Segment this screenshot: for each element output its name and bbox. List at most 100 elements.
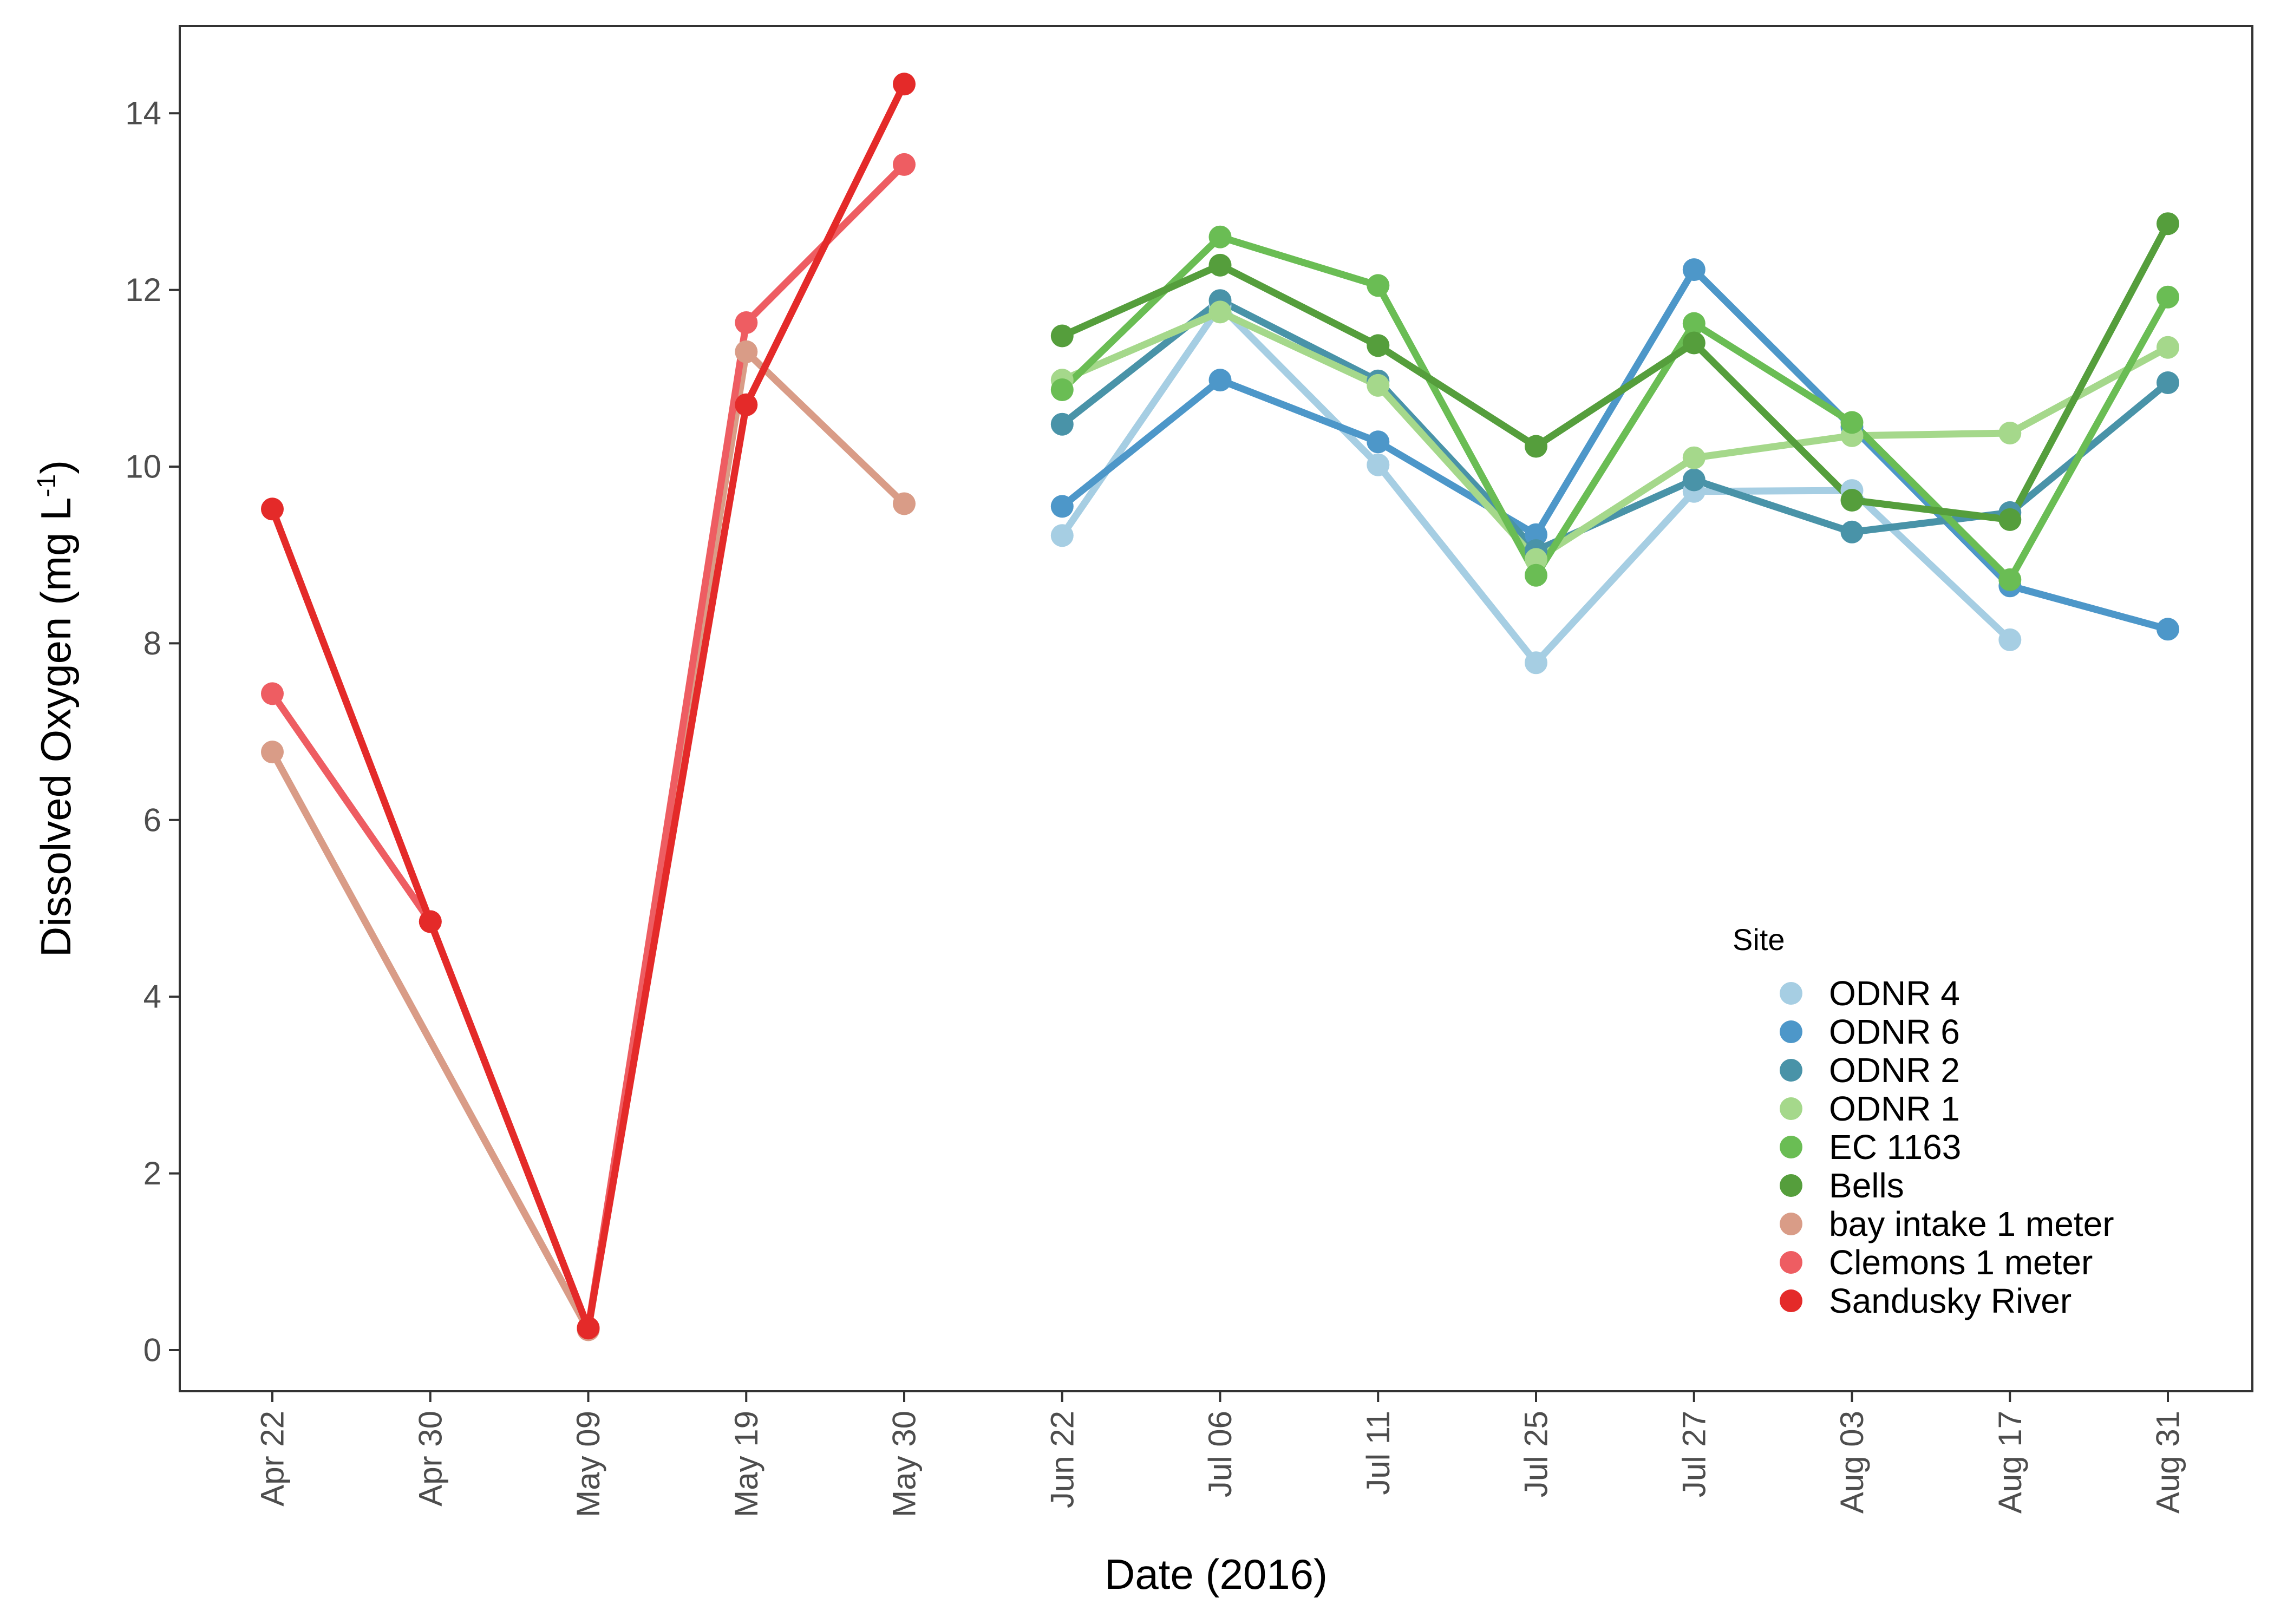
legend-label-bay-intake-1-meter: bay intake 1 meter — [1829, 1204, 2114, 1243]
point-sandusky-river-may-19 — [735, 393, 758, 416]
legend-label-sandusky-river: Sandusky River — [1829, 1281, 2072, 1320]
point-odnr-1-jul-25 — [1525, 548, 1547, 571]
legend-label-odnr-4: ODNR 4 — [1829, 974, 1960, 1013]
x-tick-label-aug-17: Aug 17 — [1992, 1411, 2028, 1514]
legend-key-bay-intake-1-meter — [1780, 1213, 1802, 1235]
point-bells-aug-17 — [1998, 508, 2022, 531]
point-odnr-2-jun-22 — [1050, 412, 1074, 436]
x-tick-label-jul-11: Jul 11 — [1360, 1411, 1396, 1495]
point-bells-jul-25 — [1525, 435, 1547, 458]
x-tick-label-apr-30: Apr 30 — [412, 1411, 448, 1507]
point-odnr-6-aug-31 — [2157, 618, 2179, 641]
x-tick-label-aug-03: Aug 03 — [1834, 1411, 1870, 1514]
point-bells-jul-06 — [1208, 253, 1232, 277]
legend-label-bells: Bells — [1829, 1166, 1904, 1205]
point-bay-intake-1-meter-may-19 — [735, 340, 758, 363]
point-sandusky-river-may-09 — [577, 1317, 600, 1340]
series-line-odnr-6 — [1058, 266, 2172, 633]
point-odnr-1-jul-11 — [1367, 374, 1390, 397]
point-bells-jul-11 — [1367, 334, 1390, 357]
legend-label-odnr-2: ODNR 2 — [1829, 1051, 1960, 1090]
legend-key-odnr-6 — [1780, 1020, 1802, 1043]
y-tick-label-8: 8 — [143, 625, 161, 662]
point-odnr-1-aug-17 — [1998, 422, 2022, 444]
point-odnr-6-jul-25 — [1525, 523, 1547, 546]
plot-panel-border — [179, 25, 2253, 1392]
legend-key-odnr-2 — [1780, 1059, 1802, 1082]
y-tick-label-14: 14 — [125, 95, 161, 132]
point-odnr-6-jun-22 — [1050, 495, 1074, 518]
point-odnr-1-jul-27 — [1682, 446, 1706, 469]
y-axis-title-superscript: -1 — [32, 474, 61, 497]
point-ec-1163-jul-11 — [1367, 274, 1390, 297]
legend-label-ec-1163: EC 1163 — [1829, 1128, 1961, 1167]
series-line-ec-1163 — [1058, 233, 2172, 584]
point-odnr-2-aug-31 — [2157, 371, 2179, 394]
point-bay-intake-1-meter-apr-22 — [261, 741, 284, 764]
point-bells-jun-22 — [1050, 324, 1074, 348]
point-odnr-4-jul-11 — [1367, 453, 1390, 476]
legend-key-ec-1163 — [1780, 1136, 1802, 1158]
point-bells-jul-27 — [1682, 331, 1706, 355]
point-clemons-1-meter-apr-22 — [261, 682, 284, 705]
y-tick-label-12: 12 — [125, 272, 161, 308]
point-odnr-1-jul-06 — [1208, 300, 1232, 324]
x-tick-label-may-19: May 19 — [728, 1411, 764, 1517]
y-axis-title-main: Dissolved Oxygen (mg L — [32, 497, 80, 958]
x-axis-ticks: Apr 22 Apr 30 May 09 May 19 May 30 Jun 22 Jul … — [254, 1391, 2186, 1517]
point-clemons-1-meter-may-30 — [893, 153, 916, 176]
point-ec-1163-jul-27 — [1682, 312, 1706, 335]
legend-title: Site — [1733, 922, 1785, 957]
legend-key-odnr-1 — [1780, 1097, 1802, 1120]
y-tick-label-6: 6 — [143, 802, 161, 838]
y-tick-label-10: 10 — [125, 449, 161, 485]
legend-key-clemons-1-meter — [1780, 1251, 1802, 1274]
point-sandusky-river-may-30 — [893, 73, 916, 96]
point-bells-aug-31 — [2157, 212, 2179, 235]
y-axis-title: Dissolved Oxygen (mg L-1) — [32, 460, 80, 957]
legend-key-odnr-4 — [1780, 982, 1802, 1005]
point-odnr-6-jul-11 — [1367, 430, 1390, 454]
x-tick-label-may-30: May 30 — [886, 1411, 923, 1517]
point-odnr-2-jul-27 — [1682, 468, 1706, 492]
point-ec-1163-aug-17 — [1998, 568, 2022, 591]
point-ec-1163-aug-31 — [2157, 285, 2179, 309]
legend-key-sandusky-river — [1780, 1289, 1802, 1312]
y-tick-label-0: 0 — [143, 1332, 161, 1368]
x-tick-label-jun-22: Jun 22 — [1044, 1411, 1080, 1508]
point-odnr-2-aug-03 — [1840, 520, 1864, 543]
point-sandusky-river-apr-22 — [261, 497, 284, 521]
x-tick-label-may-09: May 09 — [570, 1411, 606, 1517]
point-ec-1163-jul-06 — [1208, 225, 1232, 248]
x-tick-label-jul-27: Jul 27 — [1676, 1411, 1712, 1497]
x-tick-label-aug-31: Aug 31 — [2150, 1411, 2186, 1514]
x-tick-label-jul-25: Jul 25 — [1518, 1411, 1554, 1497]
point-odnr-1-aug-31 — [2157, 336, 2179, 359]
series-line-bells — [1058, 220, 2172, 523]
x-tick-label-apr-22: Apr 22 — [254, 1411, 291, 1507]
point-odnr-6-jul-27 — [1682, 258, 1706, 281]
x-tick-label-jul-06: Jul 06 — [1202, 1411, 1238, 1497]
point-ec-1163-aug-03 — [1840, 411, 1864, 434]
series-points — [261, 73, 2179, 1341]
point-ec-1163-jul-25 — [1525, 564, 1547, 587]
point-odnr-6-jul-06 — [1208, 369, 1232, 392]
x-axis-title: Date (2016) — [1105, 1550, 1328, 1598]
point-sandusky-river-apr-30 — [419, 910, 442, 933]
y-tick-label-2: 2 — [143, 1155, 161, 1191]
point-ec-1163-jun-22 — [1050, 378, 1074, 401]
series-line-odnr-1 — [1058, 308, 2172, 563]
y-axis-title-close: ) — [32, 460, 80, 474]
point-odnr-4-aug-17 — [1998, 628, 2022, 651]
y-tick-label-4: 4 — [143, 979, 161, 1015]
point-odnr-4-jun-22 — [1050, 524, 1074, 547]
y-axis-ticks: 0 2 4 6 8 10 12 14 — [125, 95, 180, 1368]
legend-key-bells — [1780, 1174, 1802, 1197]
legend-label-clemons-1-meter: Clemons 1 meter — [1829, 1243, 2093, 1282]
legend-label-odnr-6: ODNR 6 — [1829, 1012, 1960, 1051]
point-bells-aug-03 — [1840, 489, 1864, 512]
